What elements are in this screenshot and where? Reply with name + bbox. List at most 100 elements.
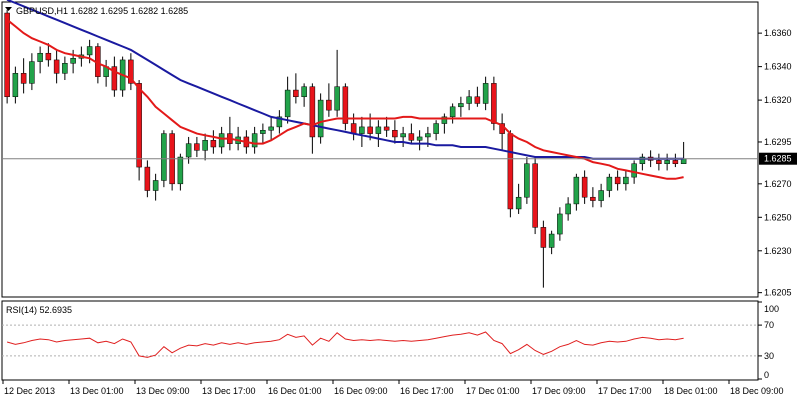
- candle: [573, 173, 580, 211]
- candle-body: [491, 83, 497, 124]
- candle-body: [144, 166, 151, 191]
- candle: [268, 116, 274, 141]
- time-tick-label: 13 Dec 17:00: [202, 386, 256, 396]
- candle-body: [177, 156, 184, 185]
- candle: [515, 183, 522, 214]
- candle: [70, 49, 76, 74]
- triangle-down-icon[interactable]: [5, 7, 12, 11]
- candle: [251, 126, 258, 154]
- candle: [194, 136, 200, 158]
- candle: [45, 43, 52, 67]
- time-tick-label: 17 Dec 17:00: [598, 386, 652, 396]
- current-price-label: 1.6285: [764, 154, 792, 164]
- candle-body: [548, 233, 555, 248]
- candle-body: [342, 86, 349, 124]
- candle: [293, 73, 299, 104]
- price-tick-label: 1.6360: [764, 28, 792, 38]
- candle-body: [317, 99, 324, 138]
- candle: [524, 157, 530, 204]
- candle-body: [433, 123, 439, 134]
- candle-body: [466, 96, 472, 104]
- candle: [532, 157, 538, 235]
- candle-body: [12, 73, 19, 98]
- candle-body: [441, 116, 448, 124]
- candle-body: [251, 133, 258, 148]
- ma-slow-line: [6, 0, 684, 160]
- price-tick-label: 1.6295: [764, 137, 792, 147]
- time-tick-label: 13 Dec 09:00: [136, 386, 190, 396]
- candle: [284, 76, 291, 124]
- current-price-tag: 1.6285: [759, 152, 797, 165]
- candle: [276, 110, 283, 134]
- candle-body: [474, 96, 481, 104]
- candle-body: [152, 180, 159, 191]
- candle-body: [524, 163, 530, 198]
- candle-body: [400, 133, 406, 138]
- candle: [202, 133, 208, 161]
- time-tick-label: 18 Dec 09:00: [730, 386, 784, 396]
- price-panel-frame: [1, 1, 759, 298]
- time-tick-label: 16 Dec 01:00: [268, 386, 322, 396]
- candle-body: [598, 190, 604, 201]
- candle-body: [301, 86, 307, 98]
- candle: [392, 120, 398, 144]
- rsi-tick-label: 100: [764, 304, 779, 314]
- candle-body: [359, 126, 365, 134]
- ma-fast-line: [6, 18, 684, 180]
- candle-body: [631, 163, 637, 178]
- time-tick-label: 17 Dec 09:00: [532, 386, 586, 396]
- candle-body: [425, 133, 431, 138]
- candle: [334, 49, 340, 117]
- rsi-header-text: RSI(14) 52.6935: [6, 305, 72, 315]
- candle-body: [111, 66, 118, 91]
- candle: [565, 197, 571, 221]
- candle-body: [45, 52, 52, 61]
- candle-body: [614, 176, 621, 185]
- candle: [656, 153, 662, 171]
- rsi-panel-frame: [1, 300, 759, 381]
- candle: [474, 86, 481, 107]
- symbol-header-text: GBPUSD,H1 1.6282 1.6295 1.6282 1.6285: [16, 6, 188, 16]
- candle-body: [20, 73, 27, 84]
- time-tick-label: 16 Dec 09:00: [334, 386, 388, 396]
- candle: [326, 83, 332, 117]
- candle-body: [37, 52, 43, 62]
- candle: [598, 183, 604, 208]
- candle: [53, 49, 60, 84]
- candle: [4, 9, 10, 104]
- rsi-tick-label: 30: [764, 351, 774, 361]
- candle-body: [309, 86, 316, 138]
- candle-body: [375, 126, 382, 134]
- price-tick-label: 1.6230: [764, 246, 792, 256]
- time-tick-label: 12 Dec 2013: [4, 386, 55, 396]
- candle-body: [639, 156, 646, 164]
- price-axis: 1.6360 1.6340 1.6320 1.6295 1.6270 1.6250 1.62…: [758, 28, 792, 298]
- candle-body: [623, 176, 629, 185]
- candle: [548, 230, 555, 255]
- candle-body: [53, 59, 60, 74]
- candle-body: [136, 83, 142, 168]
- candle: [309, 83, 316, 154]
- candlestick-series: [4, 9, 687, 288]
- candle: [111, 56, 118, 97]
- candle: [20, 58, 27, 94]
- candle-body: [392, 129, 398, 138]
- candle-body: [268, 126, 274, 131]
- candle: [37, 46, 43, 74]
- candle-body: [350, 123, 357, 134]
- candle-body: [260, 129, 266, 134]
- candle-body: [581, 176, 588, 198]
- time-tick-label: 16 Dec 17:00: [400, 386, 454, 396]
- candle: [458, 96, 464, 117]
- candle-body: [449, 106, 456, 118]
- candle: [359, 116, 365, 147]
- candle-body: [185, 143, 192, 158]
- candle-body: [202, 140, 208, 151]
- candle-body: [161, 133, 167, 181]
- candle-body: [565, 203, 571, 215]
- candle: [177, 153, 184, 191]
- candle: [433, 120, 439, 141]
- rsi-axis: 100 70 30 0: [758, 301, 779, 380]
